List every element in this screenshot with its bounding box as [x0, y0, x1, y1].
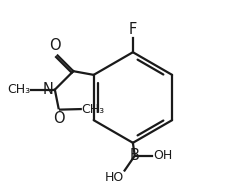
- Text: CH₃: CH₃: [82, 103, 105, 115]
- Text: O: O: [53, 111, 64, 126]
- Text: OH: OH: [153, 149, 173, 162]
- Text: HO: HO: [104, 171, 124, 184]
- Text: N: N: [43, 82, 54, 97]
- Text: CH₃: CH₃: [7, 83, 30, 96]
- Text: B: B: [130, 148, 140, 163]
- Text: F: F: [129, 22, 137, 37]
- Text: O: O: [49, 38, 61, 53]
